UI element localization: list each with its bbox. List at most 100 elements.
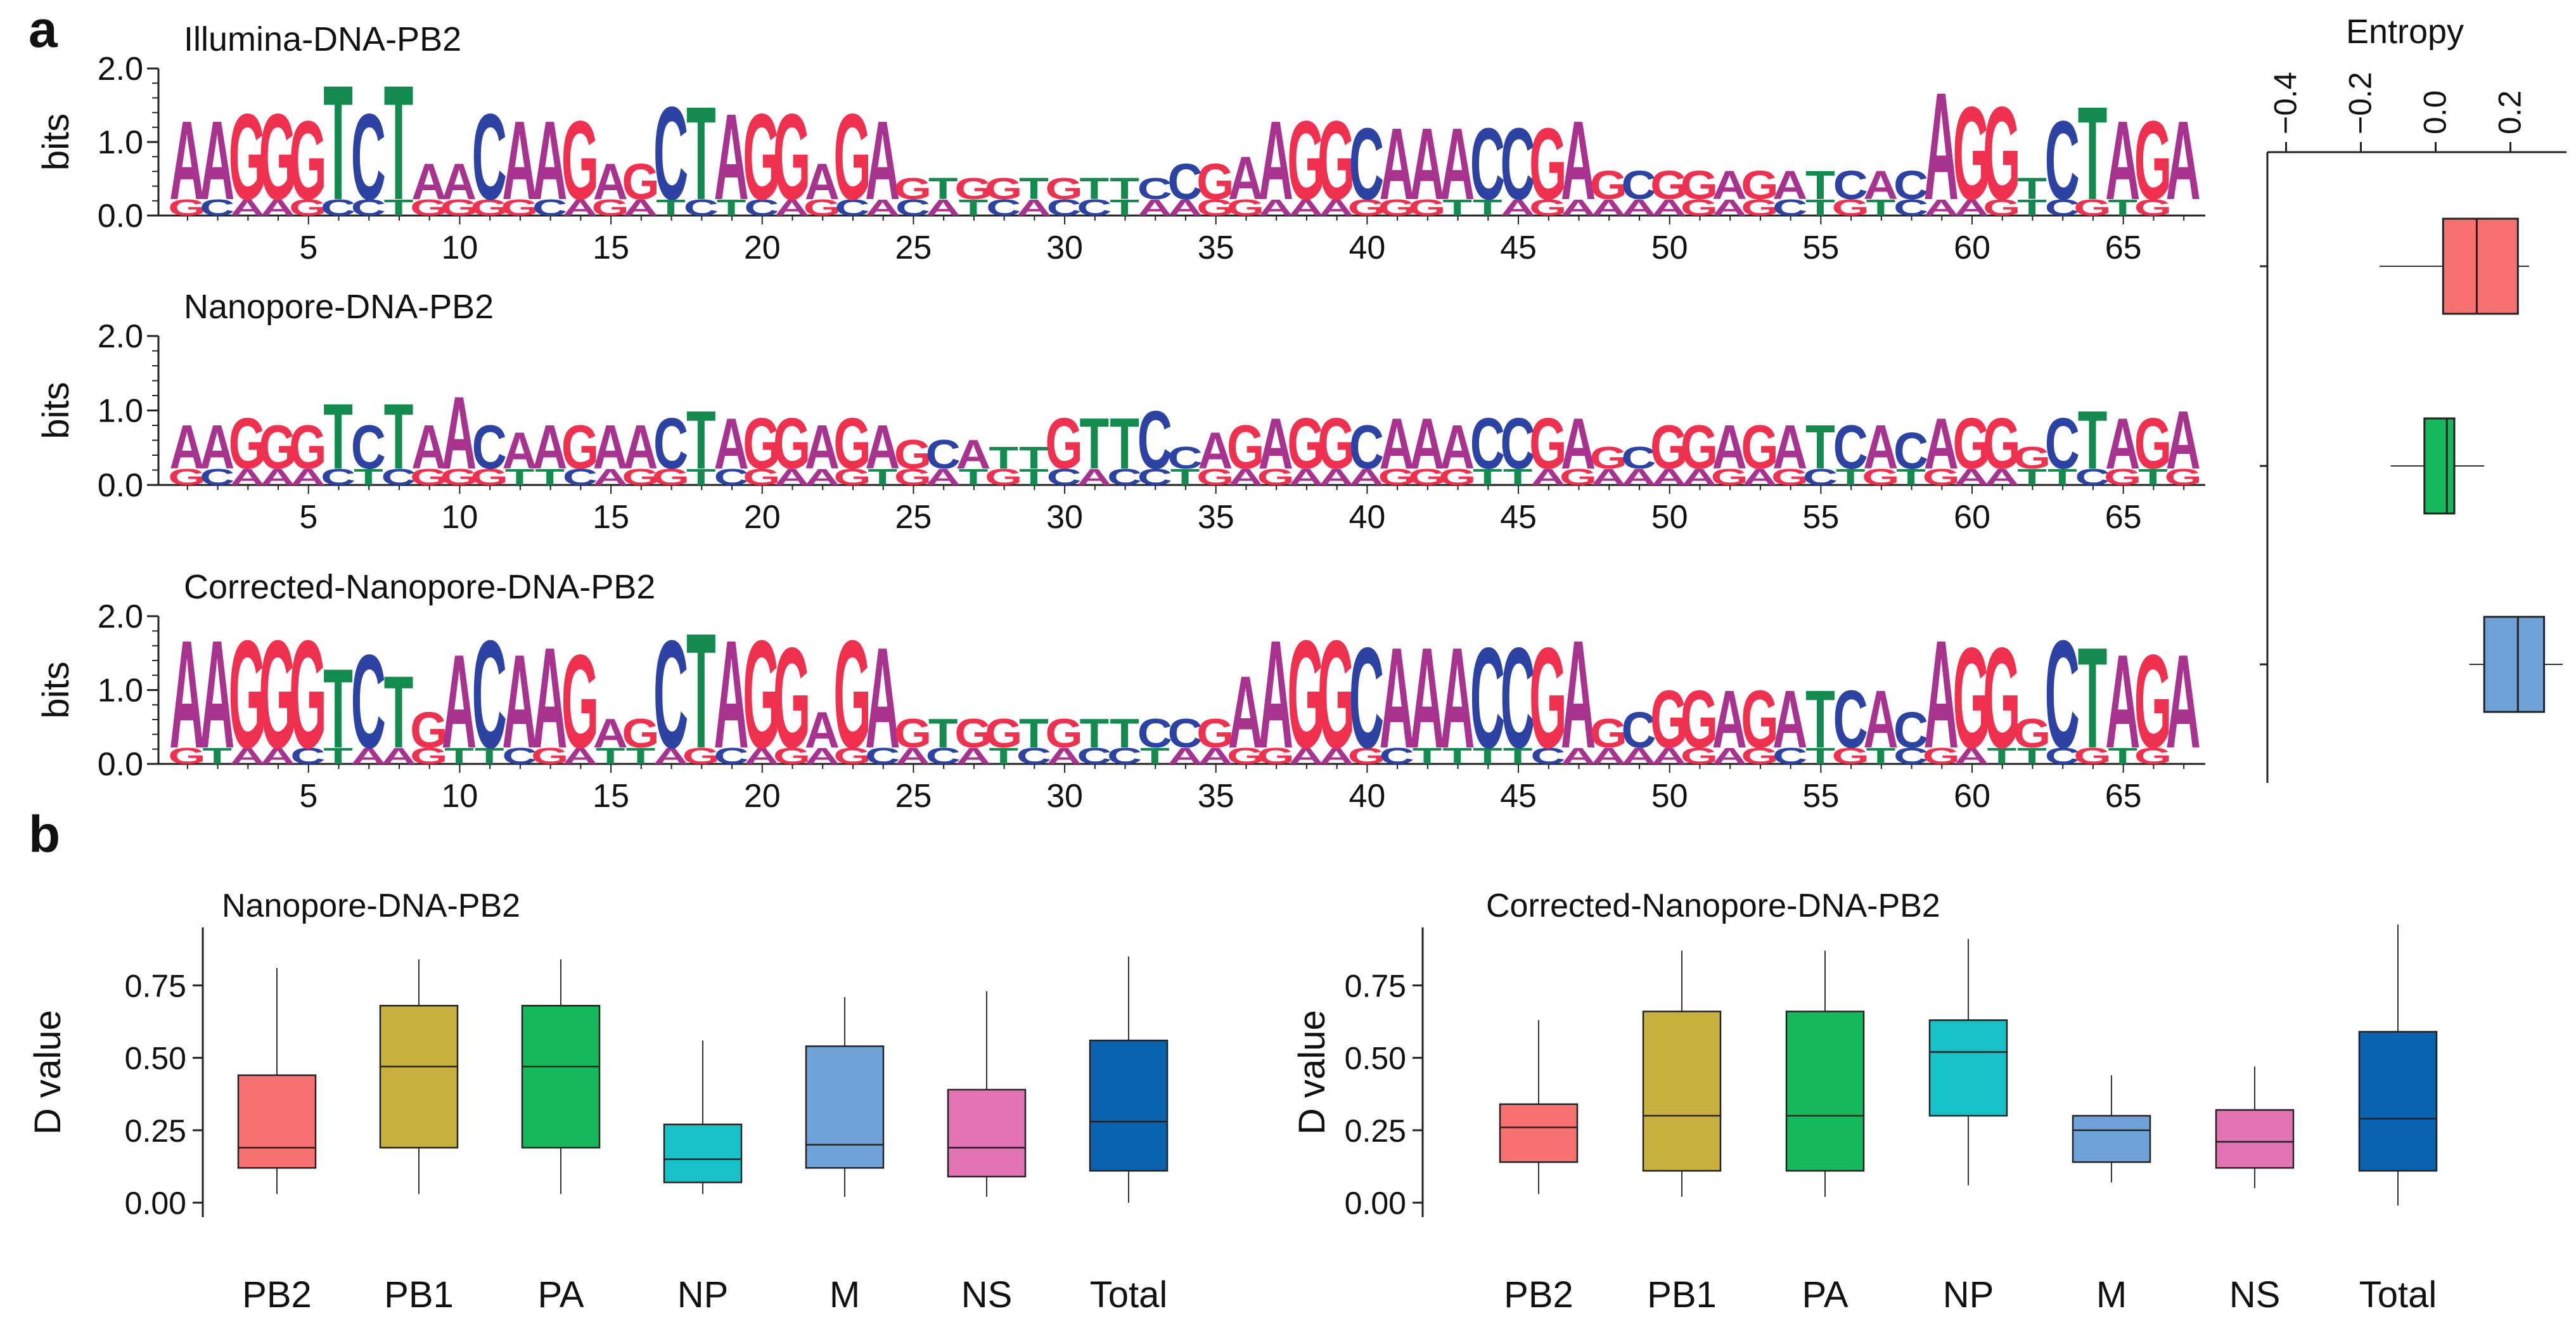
logo-letter: T: [686, 394, 716, 486]
logo-letter-minor: G: [1439, 464, 1476, 490]
logo-letter-minor: C: [1380, 743, 1414, 769]
logo-letter: C: [1621, 162, 1656, 208]
logo-letter-minor: T: [444, 743, 474, 769]
x-tick-label: 35: [1198, 229, 1234, 266]
logo-letter: G: [1196, 153, 1234, 210]
logo-letter-minor: C: [986, 195, 1021, 221]
dvalue-y-tick-label: 0.25: [1345, 1113, 1406, 1149]
x-tick-label: 60: [1954, 229, 1990, 266]
logo-letter: G: [1681, 162, 1718, 208]
svg-text:T: T: [1805, 743, 1835, 769]
logo-letter-minor: T: [1442, 743, 1472, 769]
logo-letter: A: [1380, 107, 1414, 221]
svg-text:T: T: [444, 743, 474, 769]
svg-text:A: A: [1712, 743, 1747, 769]
logo-letter: A: [200, 413, 234, 482]
x-tick-label: 10: [442, 778, 478, 815]
logo-letter-minor: A: [1561, 743, 1596, 769]
svg-text:C: C: [1380, 743, 1414, 769]
logo-letter-minor: C: [865, 743, 900, 769]
svg-text:A: A: [1561, 195, 1596, 221]
svg-text:T: T: [1080, 403, 1110, 484]
svg-text:G: G: [833, 743, 871, 769]
logo-letter-minor: T: [1473, 195, 1503, 221]
dvalue-category-label: NP: [677, 1274, 729, 1315]
svg-text:A: A: [774, 195, 809, 221]
logo-letter: A: [532, 413, 567, 482]
svg-text:A: A: [805, 464, 840, 490]
svg-text:A: A: [714, 609, 748, 780]
y-axis-label: bits: [35, 113, 77, 171]
svg-text:A: A: [1228, 464, 1263, 490]
svg-text:C: C: [1107, 464, 1142, 490]
logo-letter-minor: A: [230, 743, 265, 769]
logo-letter-minor: T: [959, 195, 989, 221]
logo-letter-minor: A: [926, 464, 961, 490]
logo-letter-minor: A: [260, 464, 295, 490]
logo-letter-minor: T: [1805, 743, 1835, 769]
svg-text:T: T: [1019, 710, 1049, 756]
logo-letter: G: [1287, 609, 1324, 780]
svg-text:T: T: [384, 52, 414, 234]
svg-text:A: A: [1380, 403, 1414, 484]
svg-text:A: A: [1621, 195, 1656, 221]
logo-letter-minor: T: [1019, 464, 1049, 490]
dvalue-y-tick-label: 0.00: [1345, 1185, 1406, 1221]
svg-text:C: C: [1137, 171, 1172, 205]
svg-text:G: G: [894, 710, 932, 756]
svg-text:T: T: [323, 52, 353, 234]
entropy-tick-label: −0.4: [2268, 72, 2304, 134]
svg-text:G: G: [1045, 171, 1082, 205]
svg-text:A: A: [532, 97, 567, 223]
svg-text:G: G: [1681, 195, 1718, 221]
svg-text:T: T: [868, 464, 897, 490]
logo-letter: G: [259, 413, 296, 482]
logo-letter: G: [2134, 627, 2172, 776]
logo-letter-minor: G: [168, 743, 205, 769]
logo-letter-minor: A: [1167, 195, 1202, 221]
logo-letter: A: [1228, 144, 1263, 212]
logo-letter: G: [1529, 107, 1567, 221]
svg-text:T: T: [1110, 195, 1139, 221]
logo-letter: G: [2013, 710, 2051, 756]
svg-text:C: C: [653, 79, 688, 228]
logo-letter: T: [1110, 710, 1139, 756]
logo-letter: A: [1863, 413, 1898, 482]
logo-letter: G: [229, 89, 266, 226]
logo-letter: A: [1380, 403, 1414, 484]
svg-text:C: C: [351, 627, 386, 776]
svg-text:A: A: [1167, 743, 1202, 769]
logo-letter-minor: T: [2108, 743, 2137, 769]
dvalue-category-label: NS: [2229, 1274, 2281, 1315]
logo-letter: T: [1019, 171, 1049, 205]
svg-text:C: C: [1772, 743, 1807, 769]
logo-letter: G: [1681, 413, 1718, 482]
x-tick-label: 5: [299, 229, 317, 266]
entropy-title: Entropy: [2346, 13, 2464, 51]
x-tick-label: 45: [1500, 499, 1537, 536]
dvalue-boxplot-2: Corrected-Nanopore-DNA-PB2 D value 0.00 0.2…: [1291, 888, 2438, 1315]
svg-text:G: G: [1741, 195, 1778, 221]
svg-text:A: A: [1530, 464, 1565, 490]
svg-text:C: C: [1501, 403, 1535, 484]
svg-text:G: G: [1711, 464, 1748, 490]
svg-text:C: C: [2075, 464, 2110, 490]
logo-letter: A: [532, 97, 567, 223]
logo-letter: A: [714, 609, 748, 780]
logo-letter: G: [743, 609, 780, 780]
logo-letter: C: [653, 79, 688, 228]
logo-letter: T: [928, 710, 958, 756]
panel-a-label: a: [29, 1, 58, 58]
svg-text:A: A: [2166, 627, 2201, 776]
logo-letter-minor: A: [926, 195, 961, 221]
logo-letter: T: [2078, 617, 2108, 778]
svg-text:A: A: [956, 743, 990, 769]
svg-text:C: C: [926, 432, 961, 478]
logo-letter: A: [1924, 61, 1959, 232]
svg-text:G: G: [622, 153, 659, 210]
logo-letter: A: [1561, 97, 1596, 223]
entropy-tick-label: 0.0: [2418, 90, 2453, 134]
svg-text:C: C: [1047, 195, 1082, 221]
svg-text:C: C: [290, 743, 325, 769]
x-tick-label: 55: [1802, 778, 1839, 815]
